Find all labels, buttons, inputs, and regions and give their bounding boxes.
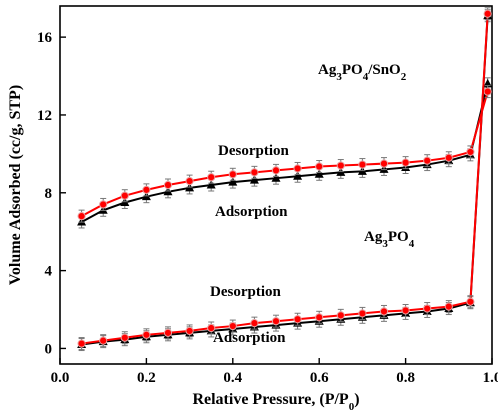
data-point (99, 336, 108, 345)
y-tick-label: 16 (37, 30, 53, 46)
data-point (249, 175, 259, 184)
data-point (271, 173, 281, 182)
data-point (336, 161, 345, 170)
data-point (401, 306, 410, 315)
data-point (336, 311, 345, 320)
annotation-desorption-upper: Desorption (218, 143, 289, 159)
data-point (444, 302, 453, 311)
data-point (120, 191, 129, 200)
data-point (271, 317, 281, 326)
data-point (423, 156, 432, 165)
data-point (206, 180, 216, 189)
y-tick-label: 0 (45, 341, 53, 357)
data-point (423, 304, 432, 313)
x-axis-title: Relative Pressure, (P/P0) (192, 391, 359, 413)
data-point (163, 180, 173, 190)
data-point (483, 9, 492, 18)
data-point (207, 173, 216, 182)
x-tick-label: 0.6 (310, 370, 329, 386)
annotation-adsorption-upper: Adsorption (215, 204, 288, 220)
data-point (250, 168, 259, 177)
data-point (401, 158, 410, 167)
data-point (77, 212, 86, 221)
y-tick-label: 12 (37, 108, 52, 124)
data-point (185, 326, 194, 336)
data-point (293, 315, 302, 324)
data-point (99, 200, 108, 209)
y-tick-label: 4 (45, 264, 53, 280)
annotation-adsorption-lower: Adsorption (213, 330, 286, 346)
data-point (228, 170, 237, 179)
annotation-pure-label: Ag3PO4 (364, 229, 415, 250)
y-tick-label: 8 (45, 186, 53, 202)
data-point (293, 164, 302, 173)
data-point (314, 169, 324, 178)
data-point (142, 185, 151, 194)
series-line-adsorption (81, 83, 489, 223)
x-tick-label: 0.4 (223, 370, 242, 386)
series-line-adsorption (81, 15, 489, 346)
x-tick-label: 1.0 (483, 370, 498, 386)
data-point (315, 162, 324, 171)
x-tick-label: 0.2 (137, 370, 156, 386)
y-axis-title: Volume Adsorbed (cc/g, STP) (7, 85, 24, 285)
data-point (250, 319, 259, 328)
data-point (271, 166, 281, 175)
plot-frame (59, 5, 493, 365)
data-point (379, 307, 389, 316)
data-point (358, 309, 367, 318)
data-point (228, 177, 238, 186)
data-point (466, 147, 475, 157)
data-point (466, 297, 475, 306)
data-point (142, 330, 151, 339)
annotation-layer: Ag3PO4/SnO2 Ag3PO4 Desorption Adsorption Des… (210, 62, 415, 346)
data-point (379, 159, 389, 168)
data-point (163, 328, 173, 337)
annotation-composite-label: Ag3PO4/SnO2 (318, 62, 407, 83)
data-point (228, 321, 237, 331)
data-point (444, 153, 453, 162)
x-tick-label: 0.8 (396, 370, 415, 386)
series-layer (77, 7, 493, 352)
data-point (315, 313, 324, 322)
data-point (207, 323, 216, 333)
annotation-desorption-lower: Desorption (210, 284, 281, 300)
axis-ticks: 0.0 0.2 0.4 0.6 0.8 1.0 0 4 8 12 16 (37, 30, 498, 386)
data-point (185, 177, 194, 186)
data-point (358, 160, 367, 169)
data-point (293, 171, 303, 180)
data-point (120, 333, 129, 342)
x-tick-label: 0.0 (51, 370, 70, 386)
series-line-desorption (81, 13, 489, 345)
data-point (77, 339, 86, 348)
data-point (483, 87, 492, 96)
